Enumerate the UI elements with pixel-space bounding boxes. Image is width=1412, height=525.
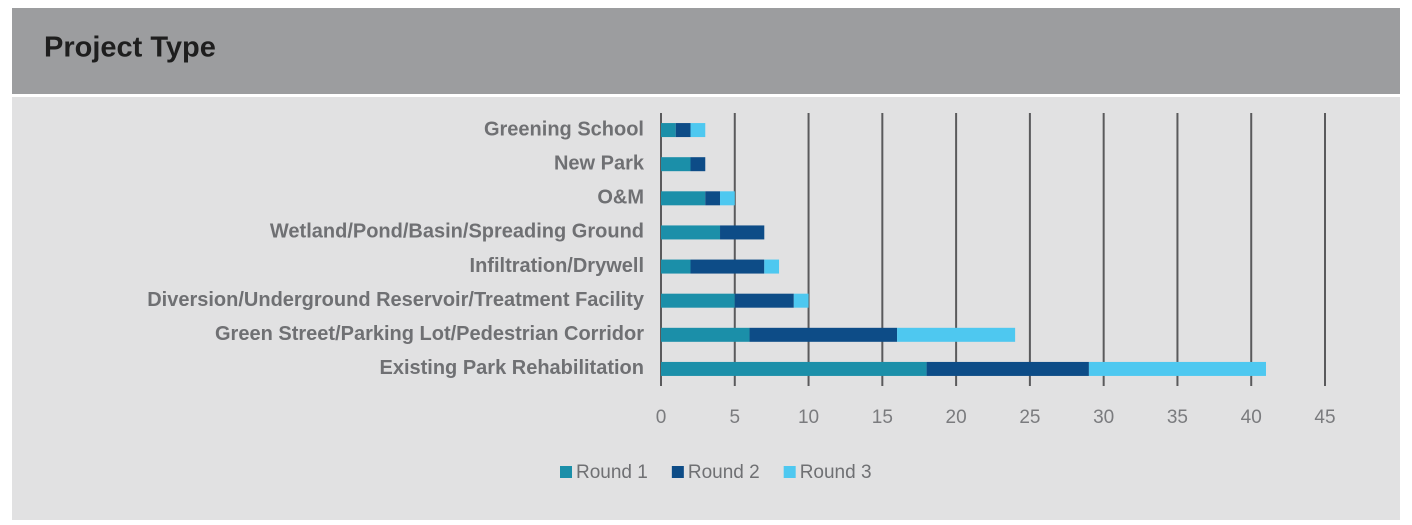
bar-segment bbox=[690, 123, 706, 138]
x-tick-label: 15 bbox=[872, 407, 893, 428]
legend-swatch bbox=[671, 466, 684, 478]
y-tick-label: New Park bbox=[554, 152, 645, 174]
x-tick-label: 35 bbox=[1167, 407, 1188, 428]
y-tick-label: Wetland/Pond/Basin/Spreading Ground bbox=[270, 221, 644, 243]
bar-segment bbox=[690, 259, 765, 274]
x-tick-label: 45 bbox=[1314, 407, 1335, 428]
bar-segment bbox=[749, 327, 898, 342]
legend-swatch bbox=[560, 466, 572, 478]
bar-segment bbox=[690, 157, 706, 172]
bar-segment bbox=[661, 191, 706, 206]
x-tick-label: 40 bbox=[1241, 407, 1262, 428]
bar-segment bbox=[720, 225, 765, 240]
legend-label: Round 3 bbox=[800, 462, 872, 483]
x-tick-label: 20 bbox=[946, 407, 967, 428]
bar-segment bbox=[793, 293, 809, 308]
bar-segment bbox=[734, 293, 794, 308]
bar-segment bbox=[675, 123, 691, 138]
bar-segment bbox=[661, 225, 721, 240]
bar-segment bbox=[705, 191, 721, 206]
chart-title: Project Type bbox=[44, 32, 216, 64]
y-tick-label: Greening School bbox=[484, 118, 644, 140]
chart-panel bbox=[12, 97, 1400, 520]
bar-segment bbox=[661, 327, 750, 342]
y-tick-label: Infiltration/Drywell bbox=[470, 255, 644, 277]
bar-segment bbox=[764, 259, 780, 274]
header-bar bbox=[12, 8, 1400, 94]
x-tick-label: 0 bbox=[656, 407, 667, 428]
x-tick-label: 10 bbox=[798, 407, 819, 428]
bar-segment bbox=[1088, 361, 1266, 376]
legend-label: Round 2 bbox=[688, 462, 760, 483]
bar-segment bbox=[661, 259, 691, 274]
bar-segment bbox=[661, 293, 735, 308]
legend-swatch bbox=[783, 466, 796, 478]
legend-label: Round 1 bbox=[576, 462, 648, 483]
y-tick-label: Green Street/Parking Lot/Pedestrian Corr… bbox=[215, 323, 644, 345]
y-tick-label: Existing Park Rehabilitation bbox=[379, 357, 644, 379]
x-tick-label: 25 bbox=[1019, 407, 1040, 428]
bar-segment bbox=[661, 157, 691, 172]
bar-segment bbox=[720, 191, 735, 206]
bar-segment bbox=[661, 361, 927, 376]
x-tick-label: 5 bbox=[729, 407, 740, 428]
bar-segment bbox=[926, 361, 1089, 376]
y-tick-label: Diversion/Underground Reservoir/Treatmen… bbox=[147, 289, 645, 311]
y-tick-label: O&M bbox=[597, 187, 644, 209]
bar-segment bbox=[661, 123, 676, 138]
x-tick-label: 30 bbox=[1093, 407, 1114, 428]
bar-segment bbox=[897, 327, 1016, 342]
